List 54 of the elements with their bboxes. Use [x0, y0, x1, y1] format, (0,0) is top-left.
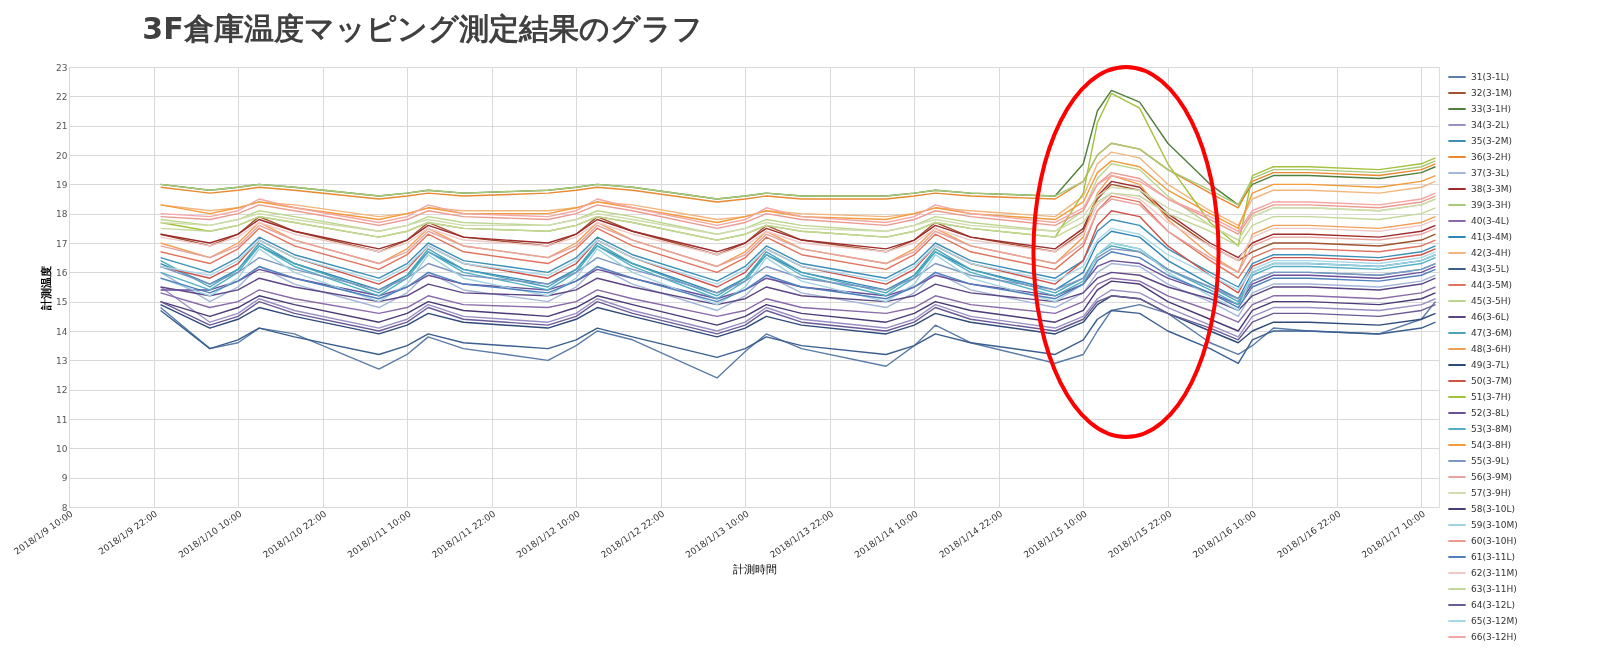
legend-label: 55(3-9L) — [1471, 456, 1510, 466]
legend-label: 59(3-10M) — [1471, 520, 1518, 530]
legend-label: 39(3-3H) — [1471, 200, 1511, 210]
legend-label: 49(3-7L) — [1471, 360, 1510, 370]
legend-label: 58(3-10L) — [1471, 504, 1515, 514]
legend-label: 51(3-7H) — [1471, 392, 1511, 402]
legend-label: 53(3-8M) — [1471, 424, 1512, 434]
legend-label: 66(3-12H) — [1471, 632, 1517, 642]
y-tick-label: 20 — [56, 150, 68, 161]
legend-label: 63(3-11H) — [1471, 584, 1517, 594]
legend-label: 46(3-6L) — [1471, 312, 1510, 322]
y-tick-label: 15 — [56, 297, 68, 308]
y-axis-title: 計測温度 — [40, 265, 54, 311]
legend-label: 32(3-1M) — [1471, 88, 1512, 98]
legend-label: 41(3-4M) — [1471, 232, 1512, 242]
y-tick-label: 21 — [56, 121, 68, 132]
legend-label: 34(3-2L) — [1471, 120, 1510, 130]
legend-label: 36(3-2H) — [1471, 152, 1511, 162]
y-tick-label: 12 — [56, 385, 68, 396]
chart-title: 3F倉庫温度マッピング測定結果のグラフ — [142, 10, 703, 46]
legend-label: 50(3-7M) — [1471, 376, 1512, 386]
legend-label: 45(3-5H) — [1471, 296, 1511, 306]
y-tick-label: 23 — [56, 62, 68, 73]
legend-label: 60(3-10H) — [1471, 536, 1517, 546]
legend-label: 33(3-1H) — [1471, 104, 1511, 114]
y-tick-label: 9 — [61, 473, 68, 484]
legend-label: 35(3-2M) — [1471, 136, 1512, 146]
legend-label: 62(3-11M) — [1471, 568, 1518, 578]
legend-label: 56(3-9M) — [1471, 472, 1512, 482]
y-tick-label: 11 — [56, 414, 68, 425]
legend-label: 52(3-8L) — [1471, 408, 1510, 418]
legend-label: 43(3-5L) — [1471, 264, 1510, 274]
legend-label: 47(3-6M) — [1471, 328, 1512, 338]
legend-label: 48(3-6H) — [1471, 344, 1511, 354]
legend-label: 42(3-4H) — [1471, 248, 1511, 258]
legend-label: 38(3-3M) — [1471, 184, 1512, 194]
legend-label: 65(3-12M) — [1471, 616, 1518, 626]
x-axis-title: 計測時間 — [732, 562, 777, 576]
y-tick-label: 22 — [56, 91, 68, 102]
y-tick-label: 19 — [56, 179, 68, 190]
legend-label: 40(3-4L) — [1471, 216, 1510, 226]
y-tick-label: 16 — [56, 267, 68, 278]
y-tick-label: 10 — [56, 443, 68, 454]
legend-label: 54(3-8H) — [1471, 440, 1511, 450]
legend-label: 31(3-1L) — [1471, 72, 1510, 82]
legend-label: 57(3-9H) — [1471, 488, 1511, 498]
legend-label: 61(3-11L) — [1471, 552, 1515, 562]
y-tick-label: 18 — [56, 209, 68, 220]
legend-label: 37(3-3L) — [1471, 168, 1510, 178]
y-tick-label: 14 — [56, 326, 68, 337]
legend-label: 44(3-5M) — [1471, 280, 1512, 290]
y-tick-label: 13 — [56, 355, 68, 366]
y-tick-label: 17 — [56, 238, 68, 249]
legend-label: 64(3-12L) — [1471, 600, 1515, 610]
